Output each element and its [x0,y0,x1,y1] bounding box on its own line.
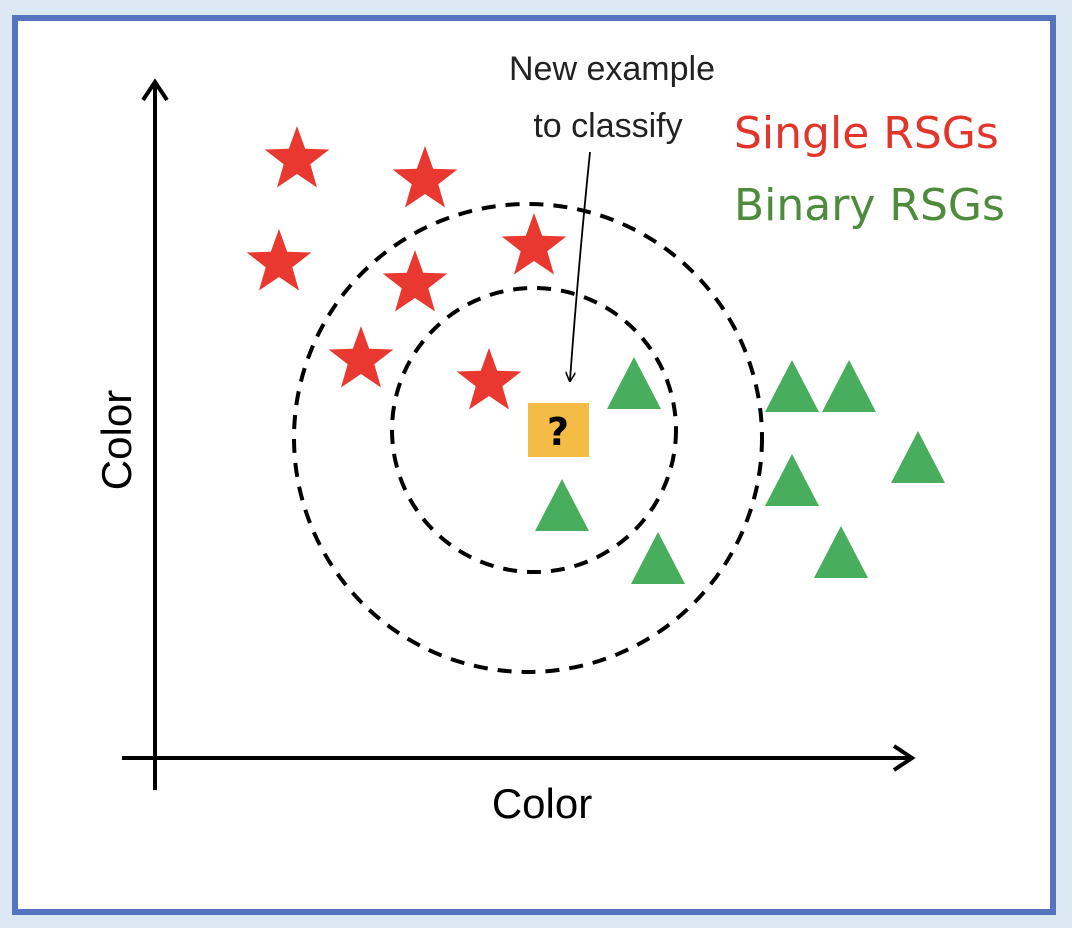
y-axis-arrowhead [141,78,169,102]
star-icon [501,213,567,275]
legend-binary-rsgs: Binary RSGs [734,180,1005,231]
outer-neighborhood-circle [292,202,764,674]
x-axis-label: Color [492,780,592,827]
annotation-line-2: to classify [533,107,682,145]
triangle-icon [631,532,685,584]
query-point: ? [528,403,589,457]
annotation-line-1: New example [509,50,715,88]
star-icon [328,326,394,388]
triangle-icon [607,357,661,409]
inner-neighborhood-circle [390,286,678,574]
annotation-arrow [570,151,591,380]
star-icon [246,229,312,291]
single-rsg-markers [246,126,567,410]
axes [122,78,916,790]
x-axis-arrowhead [892,744,916,772]
y-axis-label: Color [93,390,140,490]
binary-rsg-markers [535,357,945,584]
star-icon [456,348,522,410]
star-icon [392,146,458,208]
triangle-icon [765,360,819,412]
figure-frame [12,15,1056,915]
legend-single-rsgs: Single RSGs [734,108,999,159]
triangle-icon [814,526,868,578]
triangle-icon [535,479,589,531]
star-icon [264,126,330,188]
star-icon [382,250,448,312]
triangle-icon [891,431,945,483]
question-mark-icon: ? [547,410,569,454]
triangle-icon [765,454,819,506]
query-box [528,403,589,457]
triangle-icon [822,360,876,412]
